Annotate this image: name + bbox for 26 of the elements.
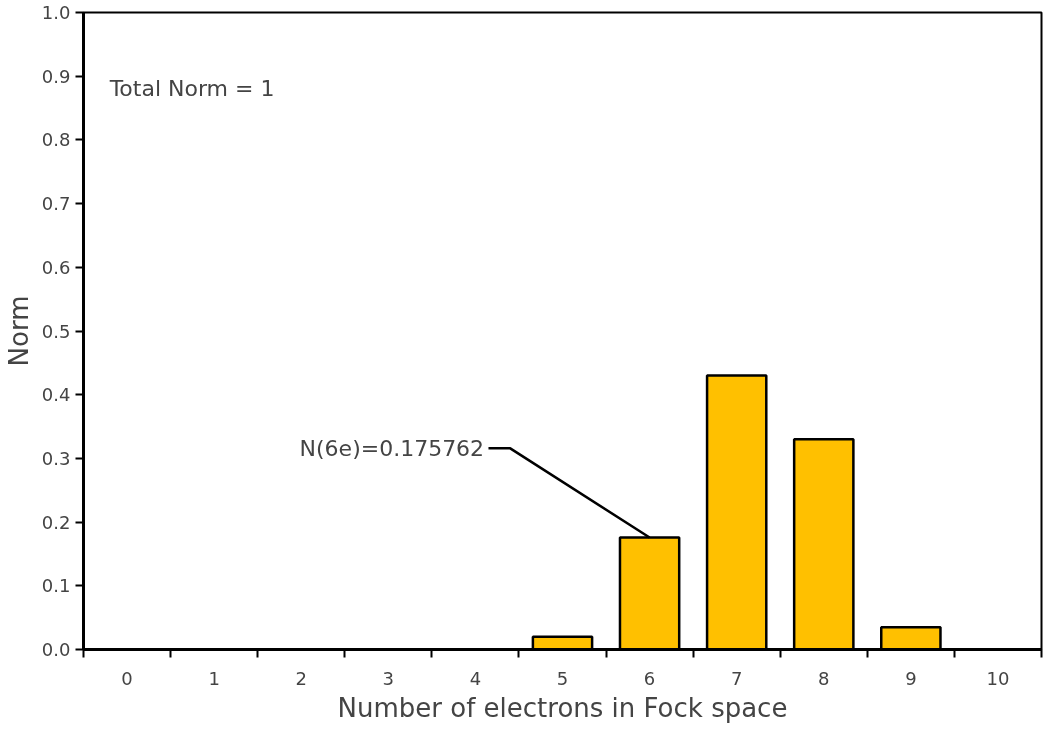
x-tick-label: 2 xyxy=(295,667,307,689)
y-axis-title: Norm xyxy=(3,295,34,367)
x-tick-label: 5 xyxy=(556,667,569,689)
x-tick-label: 9 xyxy=(905,667,917,689)
y-tick-label: 0.2 xyxy=(41,511,71,533)
x-axis-title: Number of electrons in Fock space xyxy=(337,692,788,723)
x-tick-label: 3 xyxy=(382,667,395,689)
x-tick-label: 4 xyxy=(469,667,482,689)
y-tick-label: 0.0 xyxy=(41,639,71,660)
y-tick-label: 0.8 xyxy=(41,129,71,151)
y-tick-label: 0.4 xyxy=(41,384,71,406)
y-tick-label: 0.9 xyxy=(41,65,71,87)
x-tick-label: 7 xyxy=(730,667,743,689)
y-tick-label: 0.7 xyxy=(41,193,71,215)
y-tick-label: 0.3 xyxy=(41,447,71,469)
y-tick-label: 1.0 xyxy=(41,2,71,23)
x-tick-label: 10 xyxy=(986,667,1010,689)
y-tick-label: 0.6 xyxy=(41,256,71,278)
x-tick-label: 0 xyxy=(121,667,133,689)
annotation: N(6e)=0.175762 xyxy=(299,435,485,461)
y-tick-label: 0.1 xyxy=(41,575,71,597)
annotation: Total Norm = 1 xyxy=(108,76,275,102)
y-tick-label: 0.5 xyxy=(41,320,71,342)
x-tick-label: 1 xyxy=(208,667,220,689)
x-tick-label: 8 xyxy=(818,667,830,689)
x-tick-label: 6 xyxy=(643,667,656,689)
